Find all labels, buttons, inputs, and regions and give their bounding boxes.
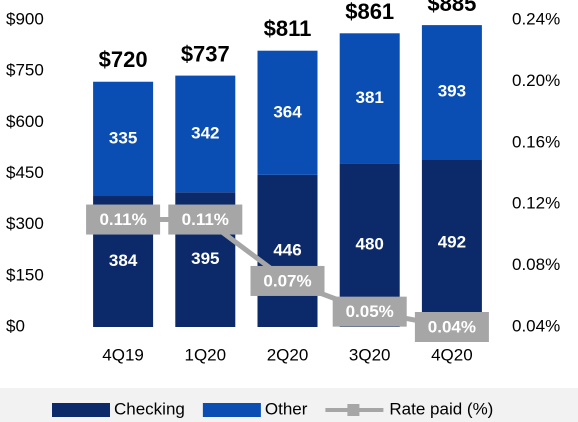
bar-segment (421, 159, 482, 327)
total-label: $885 (427, 0, 476, 16)
rate-marker (168, 204, 243, 235)
segment-label: 395 (191, 249, 219, 268)
y2-tick-label: 0.08% (512, 255, 560, 274)
y2-tick-label: 0.16% (512, 132, 560, 151)
y-tick-label: $450 (6, 163, 44, 182)
x-tick-label: 4Q19 (102, 345, 144, 364)
segment-label: 342 (191, 123, 219, 142)
y-tick-label: $900 (6, 9, 44, 28)
rate-label: 0.05% (346, 302, 394, 321)
x-tick-label: 1Q20 (185, 345, 227, 364)
y-tick-label: $600 (6, 112, 44, 131)
segment-label: 364 (273, 102, 302, 121)
segment-label: 335 (109, 128, 137, 147)
y2-tick-label: 0.12% (512, 194, 560, 213)
y2-tick-label: 0.24% (512, 9, 560, 28)
rate-label: 0.04% (428, 317, 476, 336)
segment-label: 446 (273, 240, 301, 259)
bar-segment (257, 50, 318, 175)
legend-swatch (202, 403, 261, 417)
bar-segment (257, 174, 318, 327)
rate-label: 0.11% (182, 210, 229, 229)
segment-label: 480 (356, 235, 384, 254)
legend-swatch (52, 403, 110, 417)
legend-marker (347, 404, 360, 416)
y-tick-label: $0 (6, 316, 25, 335)
rate-marker (86, 204, 161, 235)
rate-label: 0.11% (99, 210, 146, 229)
total-label: $737 (181, 41, 230, 66)
segment-label: 381 (356, 88, 384, 107)
rate-label: 0.07% (263, 271, 311, 290)
bar-segment (175, 75, 236, 193)
x-tick-label: 3Q20 (349, 345, 391, 364)
bar-segment (421, 25, 482, 160)
y-tick-label: $750 (6, 61, 44, 80)
legend-label: Checking (114, 399, 185, 418)
x-tick-label: 2Q20 (267, 345, 309, 364)
legend-label: Rate paid (%) (389, 399, 493, 418)
total-label: $861 (345, 0, 394, 24)
segment-label: 393 (438, 82, 466, 101)
y2-tick-label: 0.04% (512, 316, 560, 335)
bar-segment (93, 81, 154, 197)
y2-tick-label: 0.20% (512, 71, 560, 90)
segment-label: 384 (109, 251, 138, 270)
total-label: $720 (99, 47, 148, 72)
legend-label: Other (265, 399, 308, 418)
rate-marker (332, 296, 407, 327)
y-tick-label: $300 (6, 214, 44, 233)
segment-label: 492 (438, 233, 466, 252)
rate-marker (250, 265, 325, 296)
x-tick-label: 4Q20 (431, 345, 473, 364)
rate-marker (414, 312, 489, 342)
total-label: $811 (264, 16, 312, 41)
bar-segment (339, 33, 400, 164)
y-tick-label: $150 (6, 265, 44, 284)
